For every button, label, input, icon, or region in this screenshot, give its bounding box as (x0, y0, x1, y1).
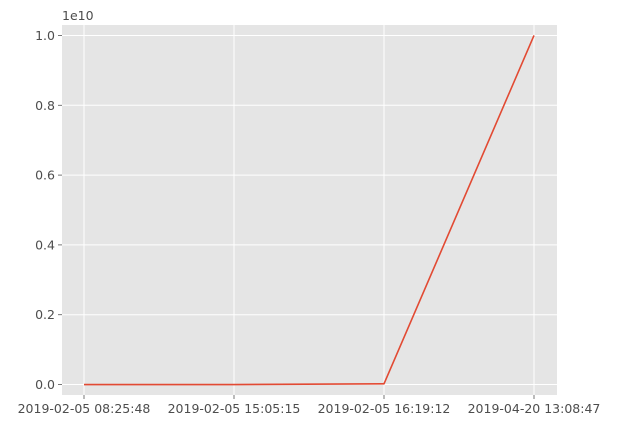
y-tick-label: 0.0 (35, 377, 55, 392)
series-layer (84, 35, 535, 386)
x-tick-label: 2019-02-05 15:05:15 (168, 401, 301, 416)
x-tick-label: 2019-02-05 08:25:48 (18, 401, 151, 416)
y-axis-ticks: 0.0 0.2 0.4 0.6 0.8 1.0 (35, 28, 62, 392)
y-tick-label: 0.8 (35, 98, 55, 113)
x-tick-label: 2019-02-05 16:19:12 (318, 401, 451, 416)
y-tick-label: 0.4 (35, 237, 55, 252)
y-tick-label: 0.6 (35, 168, 55, 183)
x-tick-label: 2019-04-20 13:08:47 (468, 401, 601, 416)
y-tick-label: 0.2 (35, 307, 55, 322)
y-offset-label: 1e10 (62, 8, 94, 23)
x-axis-ticks: 2019-02-05 08:25:48 2019-02-05 15:05:15 20… (18, 395, 601, 416)
plot-area (62, 25, 557, 395)
y-tick-label: 1.0 (35, 28, 55, 43)
series-line (84, 35, 535, 386)
